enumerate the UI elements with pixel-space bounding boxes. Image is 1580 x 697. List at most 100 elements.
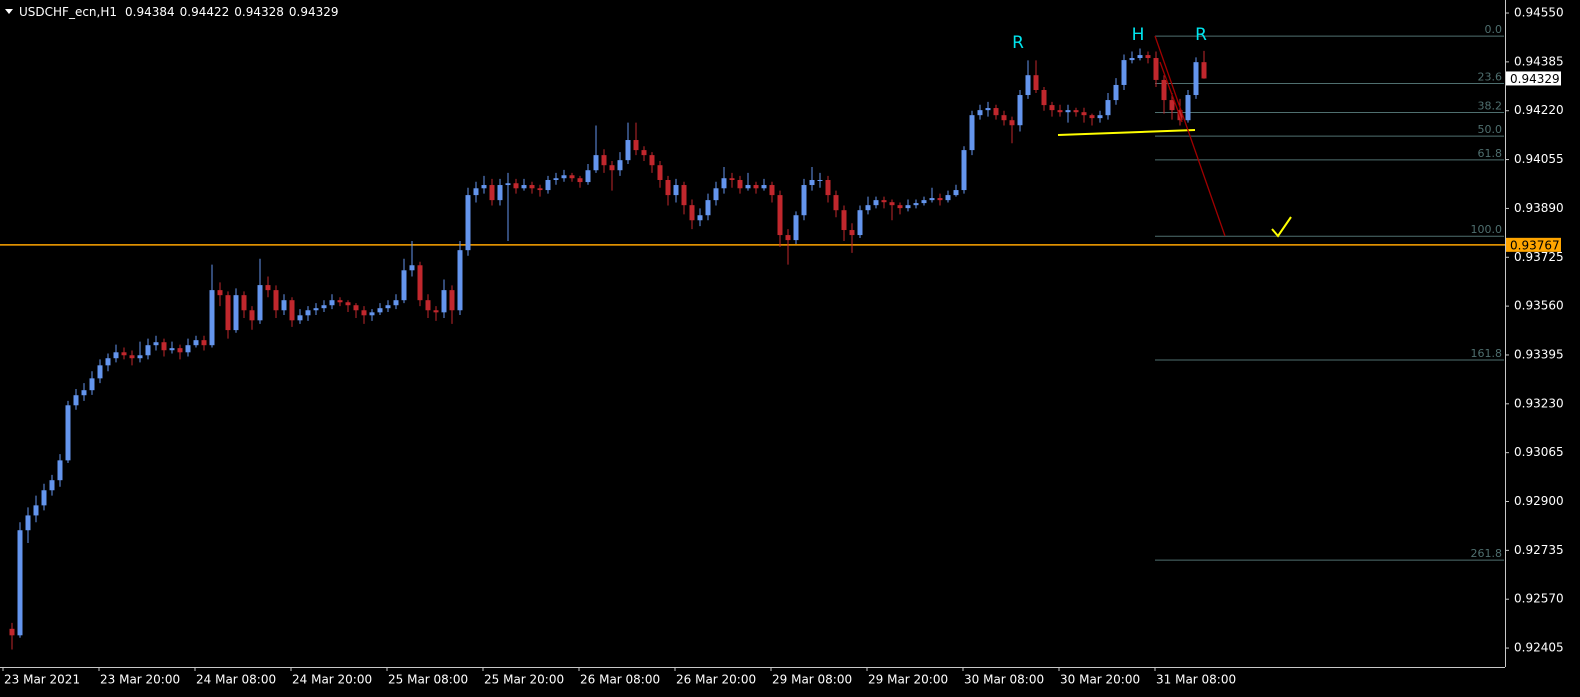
candle-body [209,290,215,346]
candle-body [313,308,319,311]
candle-body [617,160,623,171]
candle-body [441,290,447,313]
candle-body [121,352,127,356]
candle-body [385,305,391,309]
candle-body [505,183,511,186]
symbol: USDCHF_ecn,H1 [19,5,117,19]
support-price-label: 0.93767 [1510,238,1560,252]
candle-body [593,155,599,171]
plot-area: 0.94550 0.94385 0.94220 0.94055 0.93890 0.937… [0,6,1564,687]
candle-body [713,188,719,201]
candle-body [737,179,743,189]
candle-body [993,108,999,116]
candle-body [609,165,615,171]
candle-body [705,200,711,216]
candle-body [857,210,863,236]
candle-body [1113,84,1119,101]
x-tick-label: 24 Mar 20:00 [292,673,372,687]
y-tick-label: 0.92900 [1514,494,1564,508]
candle-body [281,300,287,311]
candle-body [1033,75,1039,90]
candle-body [1193,62,1199,96]
candle-body [1137,55,1143,59]
candle-body [689,205,695,221]
candle-body [417,265,423,301]
candle-body [409,265,415,271]
candle-body [793,215,799,241]
check-mark [1271,216,1292,238]
y-tick-label: 0.93395 [1514,347,1564,361]
candle-body [65,405,71,461]
x-tick-label: 30 Mar 20:00 [1060,673,1140,687]
candle-body [305,310,311,316]
candle-body [921,200,927,204]
x-tick-label: 30 Mar 08:00 [964,673,1044,687]
y-tick-label: 0.92570 [1514,592,1564,606]
candle-body [145,345,151,356]
candle-body [569,175,575,179]
candle-body [1049,105,1055,111]
y-tick-label: 0.92405 [1514,641,1564,655]
candle-body [601,155,607,166]
fib-label: 61.8 [1478,147,1503,160]
candle-body [105,358,111,366]
candle-body [449,290,455,311]
candle-body [1089,115,1095,119]
candle-body [329,300,335,306]
x-tick-label: 26 Mar 20:00 [676,673,756,687]
candle-body [1185,95,1191,121]
candle-body [217,290,223,296]
pattern-label: R [1195,25,1207,45]
candle-body [785,235,791,241]
menu-triangle[interactable] [5,9,13,14]
candle-body [721,178,727,189]
y-tick-label: 0.94055 [1514,152,1564,166]
fib-label: 100.0 [1471,223,1503,236]
candle-body [97,365,103,379]
candle-body [889,202,895,206]
candle-body [537,188,543,191]
candle-body [1009,120,1015,126]
candle-body [161,342,167,351]
candle-body [913,203,919,206]
candle-body [1081,112,1087,116]
candle-body [1001,115,1007,121]
candle-body [345,302,351,306]
x-tick-label: 23 Mar 20:00 [100,673,180,687]
header-open: 0.94384 [125,5,175,19]
candle-body [673,185,679,196]
candle-body [241,295,247,311]
candle-body [697,215,703,221]
pattern-label: H [1132,25,1145,45]
candle-body [665,179,671,196]
candle-body [849,230,855,236]
candle-body [937,198,943,201]
candle-body [873,200,879,206]
candle-body [177,348,183,353]
fib-label: 161.8 [1471,347,1503,360]
candle-body [297,315,303,321]
candle-body [257,285,263,321]
candle-body [33,505,39,516]
chart-header: USDCHF_ecn,H1 0.94384 0.94422 0.94328 0.9432… [19,5,339,19]
candle-body [1017,95,1023,126]
candle-body [513,183,519,189]
candle-body [641,150,647,156]
candle-body [1169,100,1175,111]
x-tick-label: 31 Mar 08:00 [1156,673,1236,687]
candle-body [457,250,463,311]
header-low: 0.94328 [234,5,284,19]
support-price-tag [1506,237,1561,252]
candle-body [41,490,47,506]
candle-body [929,198,935,201]
candle-body [881,200,887,203]
candle-body [273,290,279,311]
y-tick-label: 0.92735 [1514,543,1564,557]
candle-body [521,185,527,189]
y-tick-label: 0.94385 [1514,54,1564,68]
trend-line [1159,61,1183,123]
candle-body [953,190,959,196]
candle-body [985,108,991,111]
candle-body [25,515,31,531]
